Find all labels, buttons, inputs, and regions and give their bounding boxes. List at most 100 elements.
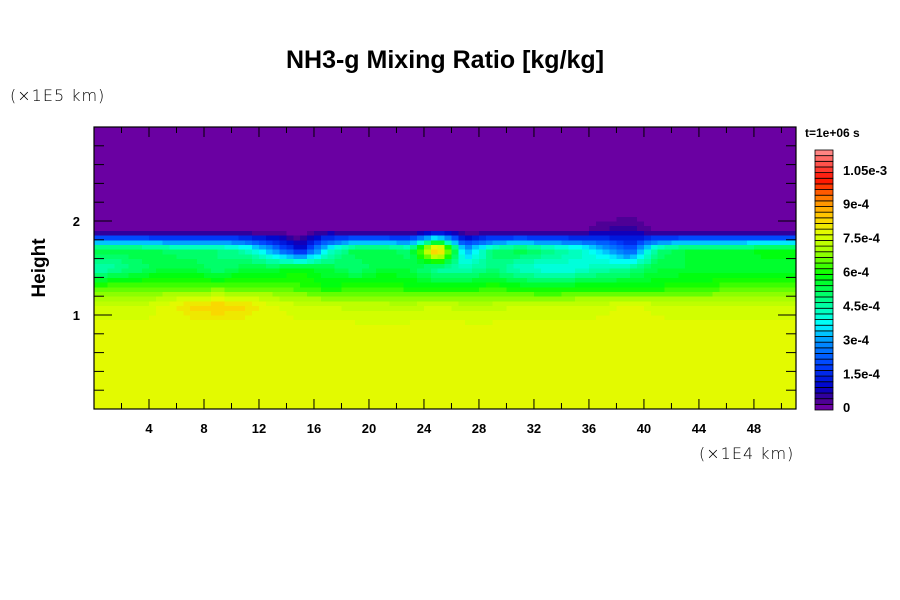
heatmap-cell [190, 404, 198, 410]
heatmap-cell [478, 127, 487, 133]
heatmap-cell [623, 399, 631, 405]
heatmap-cell [265, 347, 274, 354]
heatmap-cell [300, 404, 308, 410]
heatmap-cell [410, 141, 418, 147]
heatmap-cell [197, 131, 205, 137]
heatmap-cell [148, 371, 157, 377]
heatmap-cell [444, 347, 452, 354]
heatmap-cell [334, 338, 342, 344]
heatmap-cell [396, 169, 404, 175]
heatmap-cell [245, 159, 253, 166]
heatmap-cell [630, 221, 638, 227]
heatmap-cell [478, 300, 487, 307]
heatmap-cell [575, 202, 583, 208]
heatmap-cell [478, 230, 487, 236]
heatmap-cell [148, 347, 157, 354]
heatmap-cell [355, 159, 363, 166]
heatmap-cell [588, 352, 597, 358]
heatmap-cell [320, 286, 329, 292]
heatmap-cell [155, 211, 164, 217]
heatmap-cell [162, 206, 171, 213]
heatmap-cell [341, 136, 349, 142]
heatmap-cell [148, 268, 157, 274]
heatmap-cell [375, 188, 384, 194]
heatmap-cell [609, 197, 617, 203]
heatmap-cell [279, 390, 287, 396]
heatmap-cell [252, 291, 260, 297]
heatmap-cell [169, 291, 177, 297]
heatmap-cell [533, 362, 542, 368]
heatmap-cell [506, 399, 514, 405]
heatmap-cell [217, 225, 226, 231]
heatmap-cell [258, 230, 267, 236]
heatmap-cell [403, 300, 411, 307]
heatmap-cell [423, 272, 432, 278]
heatmap-cell [307, 221, 315, 227]
heatmap-cell [643, 131, 652, 137]
heatmap-cell [437, 268, 446, 274]
heatmap-cell [258, 300, 267, 307]
heatmap-cell [265, 366, 274, 372]
heatmap-cell [142, 296, 150, 302]
heatmap-cell [355, 380, 363, 386]
heatmap-cell [148, 272, 157, 278]
heatmap-cell [162, 277, 171, 283]
heatmap-cell [231, 174, 239, 180]
heatmap-cell [423, 174, 432, 180]
heatmap-cell [575, 300, 583, 307]
heatmap-cell [231, 249, 239, 255]
heatmap-cell [155, 136, 164, 142]
heatmap-cell [183, 300, 191, 307]
heatmap-cell [582, 329, 590, 335]
heatmap-cell [533, 404, 542, 410]
heatmap-cell [430, 277, 439, 283]
heatmap-cell [231, 235, 239, 241]
heatmap-cell [396, 277, 404, 283]
heatmap-cell [513, 352, 521, 358]
heatmap-cell [513, 404, 521, 410]
heatmap-cell [121, 178, 129, 184]
heatmap-cell [258, 315, 267, 321]
heatmap-cell [513, 376, 521, 382]
heatmap-cell [437, 390, 446, 396]
heatmap-cell [197, 352, 205, 358]
heatmap-cell [107, 188, 116, 194]
heatmap-cell [279, 188, 287, 194]
heatmap-cell [485, 352, 494, 358]
heatmap-cell [423, 399, 432, 405]
heatmap-cell [300, 272, 308, 278]
heatmap-cell [169, 174, 177, 180]
heatmap-cell [348, 169, 356, 175]
heatmap-cell [568, 253, 576, 260]
heatmap-cell [396, 202, 404, 208]
heatmap-cell [595, 282, 604, 288]
heatmap-cell [348, 362, 356, 368]
heatmap-cell [403, 338, 411, 344]
heatmap-cell [575, 159, 583, 166]
heatmap-cell [602, 211, 611, 217]
heatmap-cell [252, 357, 260, 363]
heatmap-cell [444, 221, 452, 227]
heatmap-cell [540, 296, 549, 302]
heatmap-cell [348, 394, 356, 401]
heatmap-cell [142, 315, 150, 321]
heatmap-cell [217, 333, 226, 339]
heatmap-cell [430, 310, 439, 316]
heatmap-cell [616, 159, 624, 166]
heatmap-cell [272, 277, 281, 283]
heatmap-cell [162, 390, 171, 396]
heatmap-cell [540, 235, 549, 241]
heatmap-cell [327, 296, 336, 302]
heatmap-cell [155, 277, 164, 283]
heatmap-cell [657, 333, 666, 339]
heatmap-cell [272, 141, 281, 147]
heatmap-cell [135, 253, 143, 260]
heatmap-cell [155, 202, 164, 208]
heatmap-cell [417, 230, 425, 236]
heatmap-cell [588, 202, 597, 208]
heatmap-cell [286, 282, 294, 288]
heatmap-cell [389, 366, 397, 372]
heatmap-cell [382, 333, 391, 339]
heatmap-cell [313, 347, 322, 354]
heatmap-cell [107, 291, 116, 297]
